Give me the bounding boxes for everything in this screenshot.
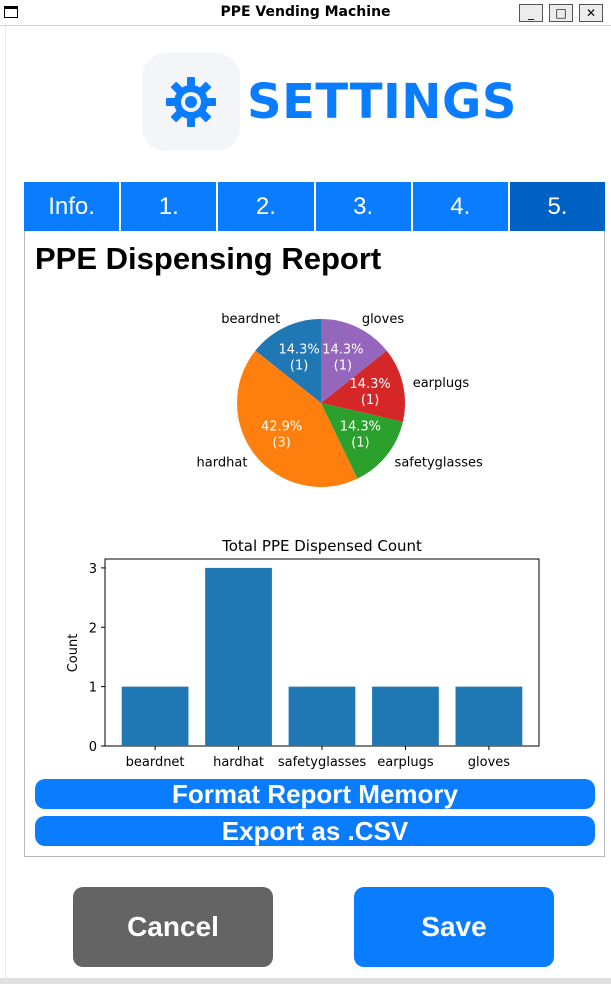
pie-slice-hardhat (237, 350, 358, 487)
tab-4[interactable]: 4. (412, 182, 510, 231)
pie-value-label-earplugs: 14.3% (1) (349, 377, 390, 408)
pie-chart: 14.3% (1) beardnet 42.9% (3) hardhat 14.3% (1) s… (197, 312, 483, 487)
pie-value-label-safetyglasses: 14.3% (1) (340, 419, 381, 450)
x-tick-label-hardhat: hardhat (213, 755, 264, 770)
pie-slice-beardnet (255, 319, 321, 403)
bar-safetyglasses (288, 686, 356, 746)
gear-icon (166, 77, 216, 127)
settings-icon-tile (142, 53, 240, 151)
window-frame-bottom (0, 978, 611, 984)
pie-value-label-gloves: 14.3% (1) (322, 343, 363, 374)
maximize-button[interactable]: □ (549, 4, 573, 22)
pie-category-label-safetyglasses: safetyglasses (395, 456, 483, 471)
window-icon (4, 6, 18, 18)
report-title: PPE Dispensing Report (35, 241, 382, 276)
y-tick-label: 2 (89, 621, 97, 636)
bar-hardhat (205, 567, 272, 746)
bar-beardnet (121, 686, 189, 746)
save-button[interactable]: Save (354, 887, 554, 967)
pie-slice-earplugs (321, 350, 405, 422)
report-panel: 14.3% (1) beardnet 42.9% (3) hardhat 14.3% (1) s… (24, 231, 605, 857)
close-button[interactable]: ✕ (579, 4, 603, 22)
pie-category-label-earplugs: earplugs (413, 376, 470, 391)
x-tick-label-gloves: gloves (468, 755, 511, 770)
export-csv-button[interactable]: Export as .CSV (35, 816, 595, 846)
bar-chart-ylabel: Count (66, 634, 81, 673)
bar-chart: Total PPE Dispensed Count Count beardnet… (66, 537, 540, 770)
pie-category-label-hardhat: hardhat (197, 456, 248, 471)
window-title: PPE Vending Machine (220, 4, 391, 20)
x-tick-label-beardnet: beardnet (126, 755, 185, 770)
pie-value-label-beardnet: 14.3% (1) (278, 343, 319, 374)
window-frame-right (605, 26, 611, 984)
tab-1[interactable]: 1. (121, 182, 219, 231)
tab-3[interactable]: 3. (315, 182, 413, 231)
pie-category-label-gloves: gloves (362, 312, 405, 327)
pie-value-label-hardhat: 42.9% (3) (261, 419, 302, 450)
pie-category-label-beardnet: beardnet (221, 312, 280, 327)
pie-slice-safetyglasses (321, 403, 403, 479)
tab-bar: Info. 1. 2. 3. 4. 5. (24, 182, 606, 231)
y-tick-label: 1 (89, 681, 97, 696)
page-title: SETTINGS (247, 74, 517, 130)
minimize-button[interactable]: _ (519, 4, 543, 22)
x-tick-label-earplugs: earplugs (377, 755, 434, 770)
bar-gloves (455, 686, 523, 746)
tab-5[interactable]: 5. (509, 182, 606, 231)
format-report-memory-button[interactable]: Format Report Memory (35, 779, 595, 809)
tab-2[interactable]: 2. (218, 182, 316, 231)
bar-earplugs (372, 686, 439, 746)
tab-info[interactable]: Info. (24, 182, 122, 231)
window-frame-left (0, 26, 6, 984)
cancel-button[interactable]: Cancel (73, 887, 273, 967)
window-titlebar: PPE Vending Machine _ □ ✕ (0, 0, 611, 26)
y-tick-label: 0 (89, 740, 97, 755)
x-tick-label-safetyglasses: safetyglasses (278, 755, 366, 770)
y-tick-label: 3 (89, 562, 97, 577)
report-charts: 14.3% (1) beardnet 42.9% (3) hardhat 14.3% (1) s… (66, 312, 540, 770)
pie-slice-gloves (321, 319, 387, 403)
bar-chart-title: Total PPE Dispensed Count (221, 537, 422, 555)
